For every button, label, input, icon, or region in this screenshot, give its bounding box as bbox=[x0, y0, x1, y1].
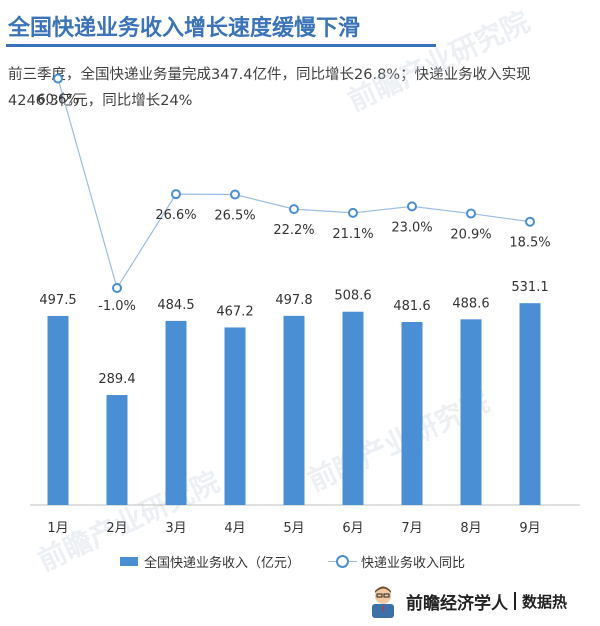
x-tick-label: 6月 bbox=[342, 521, 363, 536]
title-underline bbox=[6, 44, 436, 47]
legend-line-label: 快递业务收入同比 bbox=[361, 556, 466, 571]
line-point bbox=[289, 204, 299, 215]
legend-item-line: 快递业务收入同比 bbox=[328, 552, 466, 571]
line-value-label: 23.0% bbox=[391, 220, 432, 235]
line-value-label: 20.9% bbox=[450, 228, 491, 243]
line-value-label: 26.6% bbox=[155, 208, 196, 223]
bar bbox=[165, 320, 187, 505]
bar bbox=[519, 303, 541, 505]
bar bbox=[224, 327, 246, 505]
brand-name: 前瞻经济学人 bbox=[406, 593, 508, 614]
bar bbox=[401, 321, 423, 505]
line-value-label: 60.6% bbox=[37, 93, 78, 108]
line-value-label: 21.1% bbox=[332, 227, 373, 242]
legend-bar-label: 全国快递业务收入（亿元） bbox=[144, 556, 301, 571]
brand-separator bbox=[514, 592, 516, 610]
bar-value-label: 508.6 bbox=[334, 289, 371, 304]
bar-value-label: 484.5 bbox=[157, 298, 194, 313]
line-value-label: -1.0% bbox=[98, 299, 136, 314]
bar bbox=[283, 315, 305, 505]
line-point bbox=[171, 189, 181, 200]
bar bbox=[106, 395, 128, 505]
chart-legend: 全国快递业务收入（亿元） 快递业务收入同比 bbox=[120, 552, 501, 571]
bar-value-label: 497.5 bbox=[39, 293, 76, 308]
line-point bbox=[53, 73, 63, 84]
line-value-label: 18.5% bbox=[509, 236, 550, 251]
legend-item-bar: 全国快递业务收入（亿元） bbox=[120, 552, 300, 571]
bar-value-label: 467.2 bbox=[216, 304, 253, 319]
bar-value-label: 531.1 bbox=[511, 280, 548, 295]
x-tick-label: 9月 bbox=[519, 521, 540, 536]
x-tick-label: 3月 bbox=[165, 521, 186, 536]
bar bbox=[342, 311, 364, 505]
avatar-icon bbox=[372, 586, 394, 618]
line-point bbox=[525, 216, 535, 227]
x-tick-label: 2月 bbox=[106, 521, 127, 536]
brand-sub: 数据热 bbox=[522, 592, 568, 611]
bar-value-label: 481.6 bbox=[393, 299, 430, 314]
title-bar: 全国快递业务收入增长速度缓慢下滑 bbox=[0, 0, 600, 52]
line-point bbox=[230, 189, 240, 200]
footer-brand: 前瞻经济学人 数据热 bbox=[368, 584, 567, 618]
legend-line-swatch bbox=[328, 555, 358, 568]
line-value-label: 26.5% bbox=[214, 209, 255, 224]
x-tick-label: 5月 bbox=[283, 521, 304, 536]
bar bbox=[47, 315, 69, 505]
x-tick-label: 4月 bbox=[224, 521, 245, 536]
line-point bbox=[466, 208, 476, 219]
bar-value-label: 488.6 bbox=[452, 296, 489, 311]
chart-title: 全国快递业务收入增长速度缓慢下滑 bbox=[8, 16, 361, 41]
line-point bbox=[407, 201, 417, 212]
x-tick-label: 8月 bbox=[460, 521, 481, 536]
bar bbox=[460, 319, 482, 505]
bar-value-label: 289.4 bbox=[98, 372, 135, 387]
chart-subtitle: 前三季度，全国快递业务量完成347.4亿件，同比增长26.8%；快递业务收入实现… bbox=[8, 67, 531, 109]
x-tick-label: 7月 bbox=[401, 521, 422, 536]
bar-value-label: 497.8 bbox=[275, 293, 312, 308]
series-line bbox=[57, 78, 531, 290]
x-tick-label: 1月 bbox=[47, 521, 68, 536]
line-point bbox=[112, 283, 122, 293]
line-value-label: 22.2% bbox=[273, 223, 314, 238]
line-point bbox=[348, 207, 358, 218]
legend-bar-swatch bbox=[120, 557, 138, 566]
